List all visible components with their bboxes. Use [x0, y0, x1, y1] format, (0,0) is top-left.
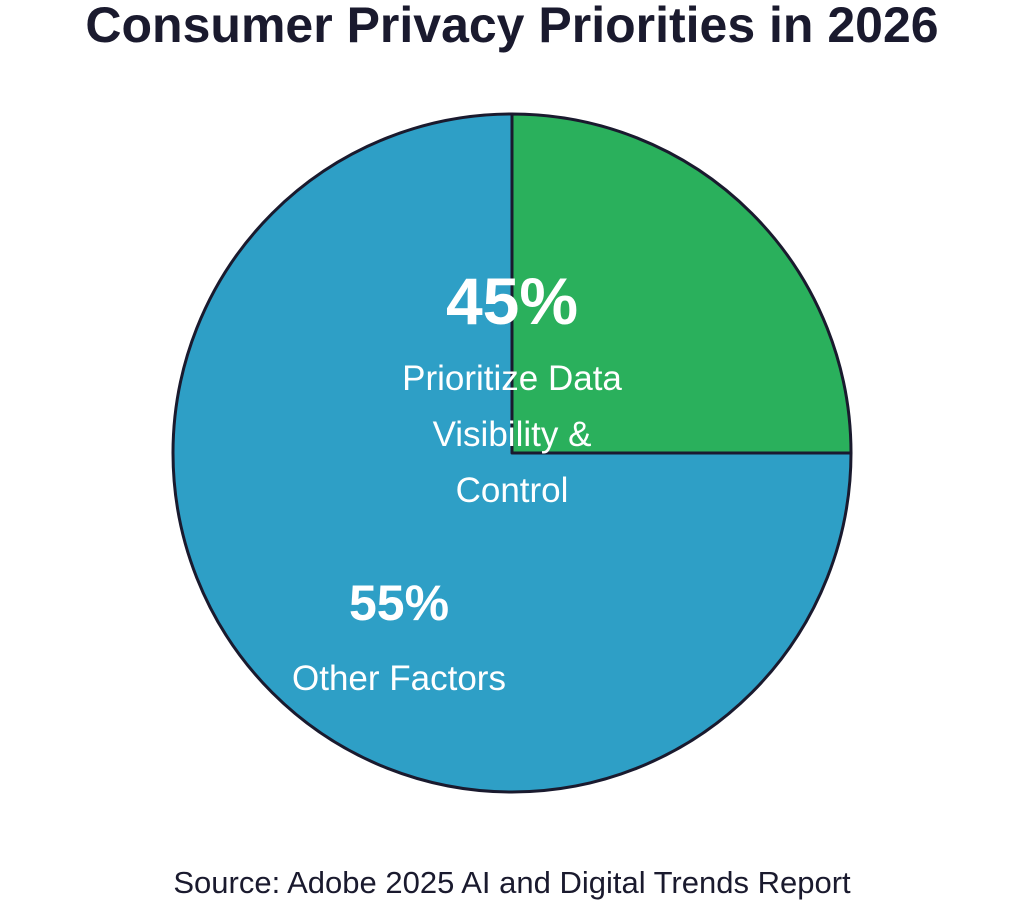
pie-slice-visibility-control: [510, 112, 853, 455]
slice-label-other-factors: Other Factors: [292, 659, 506, 698]
pie-slices: [171, 112, 853, 794]
slice-percent-label-visibility-control: 45%: [446, 264, 578, 338]
chart-title: Consumer Privacy Priorities in 2026: [85, 0, 938, 53]
slice-label-line-3: Control: [456, 471, 569, 510]
slice-label-line-2: Visibility &: [433, 415, 592, 454]
slice-percent-label-other-factors: 55%: [349, 575, 449, 631]
slice-label-line-1: Prioritize Data: [402, 359, 622, 398]
chart-source: Source: Adobe 2025 AI and Digital Trends…: [173, 865, 851, 900]
pie-slice-other-factors: [171, 112, 853, 794]
